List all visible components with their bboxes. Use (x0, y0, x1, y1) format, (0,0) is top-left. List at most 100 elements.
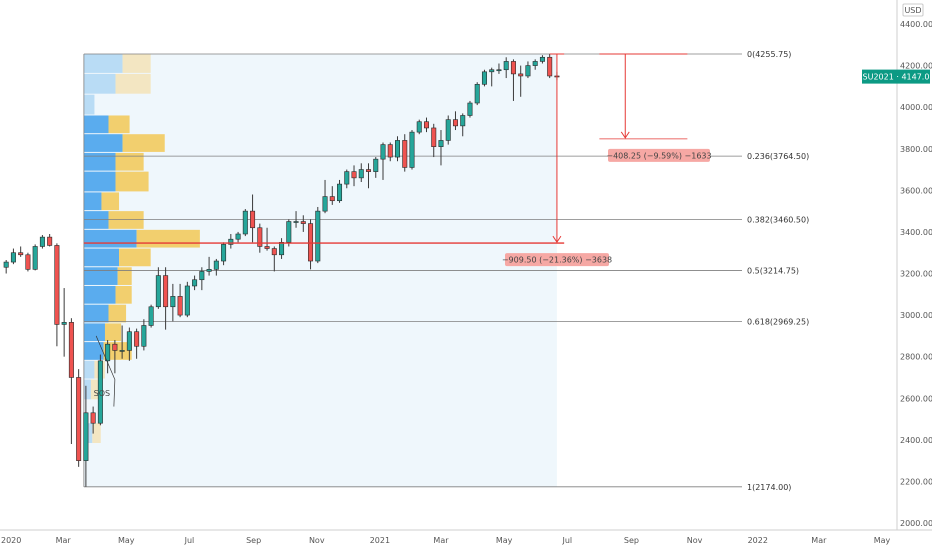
candle-body (438, 140, 444, 147)
vp-up-bar (83, 211, 109, 229)
candle-body (460, 115, 466, 127)
projection-label: −408.25 (−9.59%) −1633 (606, 151, 711, 160)
x-tick-label: Jul (561, 536, 572, 545)
x-tick-label: Sep (624, 536, 639, 545)
candle-body (61, 322, 67, 325)
candle-body (351, 171, 357, 179)
symbol-price-badge (862, 69, 930, 84)
candle-body (286, 221, 292, 243)
vp-down-bar (122, 53, 151, 73)
candle-body (206, 269, 212, 272)
x-tick-label: 2020 (1, 536, 21, 545)
candle-body (264, 246, 270, 249)
candle-body (322, 196, 328, 212)
vp-up-bar (83, 53, 123, 73)
vp-up-bar (83, 94, 95, 115)
candle-body (431, 127, 437, 147)
candle-body (155, 275, 161, 308)
y-tick-label: 2800.00 (900, 353, 932, 362)
vp-up-bar (83, 285, 116, 304)
candle-body (547, 56, 553, 77)
candle-body (242, 210, 248, 235)
candle-body (257, 227, 263, 247)
candle-body (39, 236, 45, 247)
candle-body (177, 296, 183, 316)
fib-label: 0.236(3764.50) (747, 152, 809, 161)
fib-label: 0.382(3460.50) (747, 215, 809, 224)
vp-down-bar (115, 73, 151, 94)
vp-up-bar (83, 248, 120, 267)
candle-body (373, 158, 379, 172)
projection-label: −909.50 (−21.36%) −3638 (502, 256, 612, 265)
x-tick-label: May (496, 536, 513, 545)
candle-body (68, 322, 74, 378)
candle-body (54, 245, 60, 325)
candle-body (10, 252, 16, 263)
vp-down-bar (108, 115, 130, 134)
vp-down-bar (136, 229, 200, 248)
projection-label-box (505, 253, 609, 267)
candle-body (387, 144, 393, 158)
y-tick-label: 3000.00 (900, 311, 932, 320)
candle-body (47, 236, 53, 246)
candle-body (148, 306, 154, 326)
candle-body (25, 254, 31, 270)
candle-body (402, 140, 408, 168)
candle-body (192, 279, 198, 287)
candle-body (105, 343, 111, 362)
vp-down-bar (115, 152, 144, 171)
candle-body (539, 56, 545, 62)
x-tick-label: Mar (56, 536, 72, 545)
candle-body (308, 223, 314, 262)
vp-up-bar (83, 360, 95, 379)
vp-down-bar (122, 134, 165, 152)
candle-body (409, 131, 415, 168)
y-tick-label: 4200.00 (900, 62, 932, 71)
y-tick-label: 4000.00 (900, 103, 932, 112)
vp-up-bar (83, 379, 91, 400)
candle-body (228, 238, 234, 245)
vp-down-bar (101, 192, 120, 211)
candle-body (83, 412, 89, 461)
candle-body (467, 102, 473, 116)
candle-body (445, 119, 451, 141)
candle-body (337, 183, 343, 202)
projection-arrowhead (552, 235, 562, 243)
x-tick-label: Nov (687, 536, 703, 545)
x-tick-label: May (118, 536, 135, 545)
candle-body (366, 169, 372, 172)
vp-up-bar (83, 323, 105, 342)
vp-up-bar (83, 152, 116, 171)
x-tick-label: Nov (309, 536, 325, 545)
candle-body (18, 252, 24, 256)
candle-body (141, 325, 147, 347)
fib-label: 1(2174.00) (747, 483, 791, 492)
vp-down-bar (108, 304, 127, 323)
volume-profile (83, 53, 200, 443)
candle-body (90, 412, 96, 424)
vp-up-bar (83, 342, 104, 360)
x-tick-label: Sep (246, 536, 261, 545)
x-tick-label: May (874, 536, 891, 545)
x-tick-label: Jul (184, 536, 195, 545)
vp-down-bar (119, 248, 151, 267)
candle-body (184, 285, 190, 316)
fib-label: 0.5(3214.75) (747, 266, 799, 275)
vp-down-bar (104, 323, 122, 342)
currency-box (902, 3, 924, 17)
candle-body (134, 331, 140, 347)
candle-body (496, 69, 502, 72)
annotation-label: SOS (94, 389, 110, 398)
candle-body (344, 171, 350, 185)
candle-body (163, 275, 169, 308)
vp-up-bar (83, 171, 116, 192)
x-tick-label: 2022 (748, 536, 768, 545)
candle-body (3, 261, 9, 268)
candle-body (510, 61, 516, 75)
annotation-connector (95, 335, 116, 407)
vp-up-bar (83, 115, 109, 134)
candle-body (76, 377, 82, 461)
candle-body (489, 69, 495, 73)
candle-body (199, 271, 205, 281)
